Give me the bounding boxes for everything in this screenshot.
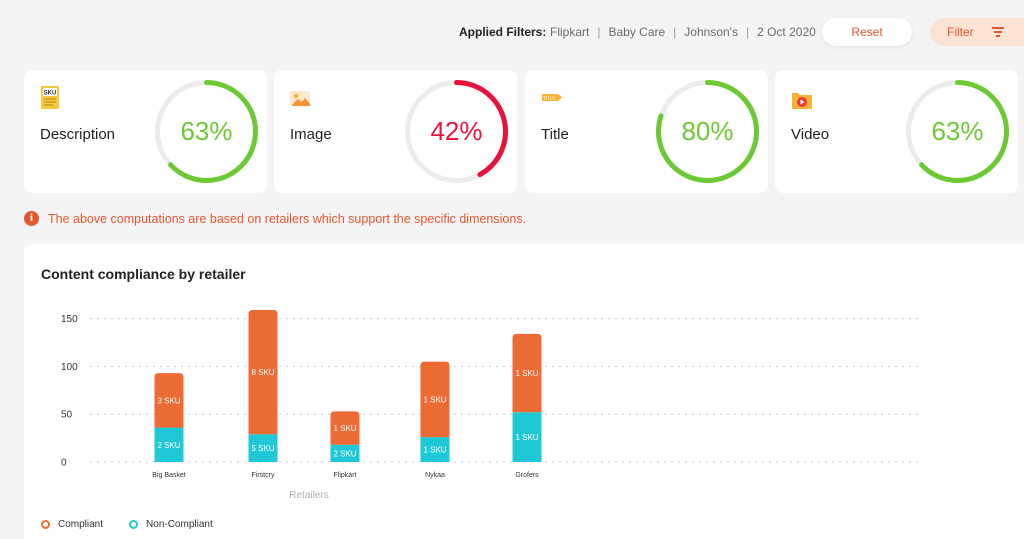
bar-data-label: 1 SKU	[423, 395, 446, 404]
bar-data-label: 1 SKU	[515, 369, 538, 378]
bar-segment-non-compliant[interactable]	[512, 412, 542, 462]
x-tick-label: Flipkart	[334, 472, 357, 479]
notice-text: The above computations are based on reta…	[48, 211, 527, 226]
filter-chip-brand: Johnson's	[684, 25, 738, 39]
applied-filters-list: Flipkart | Baby Care | Johnson's | 2 Oct 20…	[550, 25, 816, 39]
card-label: Video	[791, 126, 830, 143]
bar-segment-non-compliant[interactable]	[420, 437, 450, 462]
computation-notice: i The above computations are based on re…	[24, 211, 526, 226]
x-tick-label: Firstcry	[252, 472, 275, 479]
applied-filters-bar: Applied Filters: Flipkart | Baby Care | Jo…	[0, 17, 1024, 46]
svg-text:TITLE: TITLE	[543, 95, 555, 100]
card-image: Image 42%	[274, 70, 517, 193]
card-label: Image	[290, 126, 332, 143]
sku-document-icon: SKU	[41, 86, 59, 109]
y-tick-label: 0	[61, 458, 67, 469]
card-label: Description	[40, 126, 116, 143]
bar-segment-non-compliant[interactable]	[154, 427, 184, 462]
reset-button[interactable]: Reset	[822, 18, 912, 46]
legend-item-non-compliant[interactable]: Non-Compliant	[129, 519, 213, 530]
info-icon: i	[24, 211, 39, 226]
card-video: Video 63%	[775, 70, 1018, 193]
ring-progress-arc	[155, 80, 258, 183]
chart-legend: Compliant Non-Compliant	[41, 519, 239, 530]
legend-label: Compliant	[58, 519, 104, 530]
bar-data-label: 1 SKU	[423, 446, 446, 455]
card-value: 42%	[430, 116, 483, 146]
x-axis-title: Retailers	[289, 490, 328, 501]
progress-ring	[155, 80, 258, 183]
image-icon	[290, 91, 310, 106]
legend-dot-non-compliant	[129, 520, 139, 529]
metric-cards: SKU Description 63% Image 42% TITLE Titl…	[24, 70, 1024, 193]
x-tick-label: Big Basket	[152, 472, 186, 479]
filter-chip-date: 2 Oct 2020	[757, 25, 816, 39]
card-label: Title	[541, 126, 569, 143]
filter-button-label: Filter	[947, 25, 974, 39]
bar-segment-compliant[interactable]	[420, 361, 450, 438]
bar-segment-non-compliant[interactable]	[330, 444, 360, 462]
filter-separator: |	[745, 25, 750, 39]
legend-item-compliant[interactable]: Compliant	[41, 519, 103, 530]
progress-ring	[906, 80, 1009, 183]
y-tick-label: 50	[61, 410, 73, 421]
bar-segment-non-compliant[interactable]	[248, 434, 278, 462]
legend-dot-compliant	[41, 520, 50, 529]
compliance-chart-card: Content compliance by retailer 0 50 100 150…	[24, 244, 1024, 539]
y-tick-label: 150	[61, 314, 78, 325]
ring-progress-arc	[405, 80, 508, 183]
video-icon	[792, 93, 812, 109]
bar-segment-compliant[interactable]	[154, 373, 184, 428]
ring-progress-arc	[906, 80, 1009, 183]
x-tick-label: Grofers	[515, 472, 539, 479]
filter-separator: |	[673, 25, 677, 39]
filter-chip-category: Baby Care	[608, 25, 666, 39]
filter-lines-icon	[992, 27, 1004, 37]
applied-filters-label: Applied Filters:	[459, 25, 547, 39]
bar-data-label: 5 SKU	[251, 444, 274, 453]
card-value: 63%	[931, 116, 984, 146]
y-tick-label: 100	[61, 362, 78, 373]
card-value: 63%	[180, 116, 233, 146]
compliance-bar-chart: 0 50 100 150 2 SKU 3 SKU Big Basket 5 SKU 8 SKU F…	[61, 309, 919, 501]
ring-progress-arc	[656, 80, 759, 183]
bar-data-label: 1 SKU	[333, 424, 356, 433]
card-title: TITLE Title 80%	[525, 70, 768, 193]
bar-segment-compliant[interactable]	[248, 309, 278, 435]
bar-data-label: 2 SKU	[333, 449, 356, 458]
bar-data-label: 8 SKU	[251, 368, 274, 377]
chart-title: Content compliance by retailer	[41, 266, 246, 282]
svg-text:SKU: SKU	[44, 91, 57, 97]
card-value: 80%	[681, 116, 734, 146]
progress-ring	[405, 80, 508, 183]
bar-segment-compliant[interactable]	[330, 411, 360, 445]
bar-data-label: 2 SKU	[157, 441, 180, 450]
legend-label: Non-Compliant	[146, 519, 213, 530]
bar-data-label: 3 SKU	[157, 396, 180, 405]
bar-data-label: 1 SKU	[515, 433, 538, 442]
filter-separator: |	[597, 25, 601, 39]
progress-ring	[656, 80, 759, 183]
title-tag-icon: TITLE	[542, 94, 562, 101]
bar-segment-compliant[interactable]	[512, 333, 542, 413]
filter-chip-retailer: Flipkart	[550, 25, 590, 39]
x-tick-label: Nykaa	[425, 472, 445, 479]
card-description: SKU Description 63%	[24, 70, 267, 193]
filter-button[interactable]: Filter	[930, 18, 1024, 46]
